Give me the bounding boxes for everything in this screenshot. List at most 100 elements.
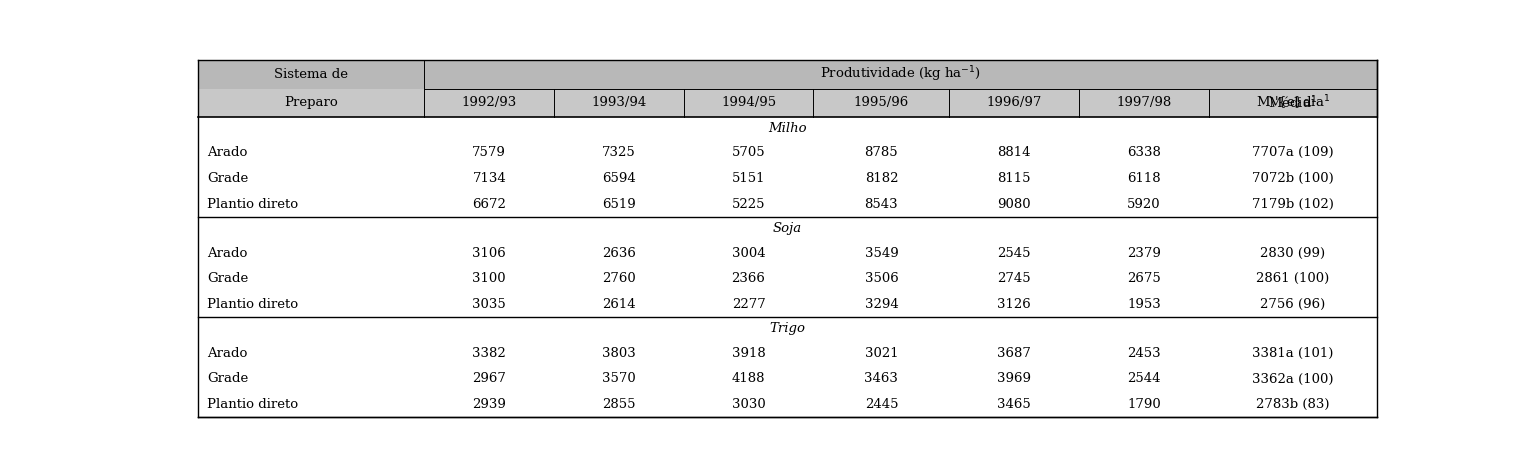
Bar [198,89,425,117]
Text: Sistema de: Sistema de [274,68,348,81]
Text: 7179b (102): 7179b (102) [1252,197,1334,211]
Text: M\'{e}dia$^{1}$: M\'{e}dia$^{1}$ [1256,94,1331,112]
Text: 2830 (99): 2830 (99) [1260,247,1326,260]
Bar [198,292,1377,317]
Text: Arado: Arado [207,247,247,260]
Bar [198,366,1377,392]
Text: 6519: 6519 [602,197,636,211]
Text: 2277: 2277 [731,298,765,311]
Text: 2453: 2453 [1127,347,1160,360]
Text: 3004: 3004 [731,247,765,260]
Text: 3803: 3803 [602,347,636,360]
Text: 3687: 3687 [998,347,1032,360]
Text: 2379: 2379 [1127,247,1160,260]
Text: 7325: 7325 [602,146,636,159]
Text: 3030: 3030 [731,398,765,411]
Text: 7072b (100): 7072b (100) [1252,172,1334,185]
Text: 8182: 8182 [865,172,898,185]
Text: 2675: 2675 [1127,272,1160,285]
Text: Arado: Arado [207,347,247,360]
Text: 1993/94: 1993/94 [592,97,647,109]
Text: 8115: 8115 [998,172,1032,185]
Text: 2760: 2760 [602,272,636,285]
Text: 5920: 5920 [1127,197,1160,211]
Text: 7579: 7579 [472,146,506,159]
Text: 3294: 3294 [865,298,898,311]
Bar [425,60,1377,89]
Bar [198,392,1377,417]
Text: 3021: 3021 [865,347,898,360]
Text: Plantio direto: Plantio direto [207,197,299,211]
Text: 2939: 2939 [472,398,506,411]
Bar [198,60,425,89]
Text: Produtividade (kg ha$^{-1}$): Produtividade (kg ha$^{-1}$) [820,65,981,84]
Bar [1210,89,1377,117]
Text: Milho: Milho [768,122,806,135]
Text: Grade: Grade [207,172,248,185]
Text: 8814: 8814 [998,146,1032,159]
Text: 2745: 2745 [998,272,1032,285]
Text: 1996/97: 1996/97 [987,97,1042,109]
Text: 6672: 6672 [472,197,506,211]
Text: 6118: 6118 [1127,172,1160,185]
Text: 7134: 7134 [472,172,506,185]
Text: 5225: 5225 [731,197,765,211]
Bar [198,217,1377,240]
Text: 2614: 2614 [602,298,636,311]
Bar [814,89,949,117]
Text: 3381a (101): 3381a (101) [1252,347,1334,360]
Text: 2967: 2967 [472,373,506,385]
Bar [198,240,1377,266]
Text: 8785: 8785 [865,146,898,159]
Bar [198,166,1377,191]
Text: 2636: 2636 [602,247,636,260]
Text: 9080: 9080 [998,197,1032,211]
Bar [684,89,814,117]
Text: 5151: 5151 [731,172,765,185]
Text: 3362a (100): 3362a (100) [1252,373,1334,385]
Text: Grade: Grade [207,272,248,285]
Text: 3106: 3106 [472,247,506,260]
Text: 3126: 3126 [998,298,1032,311]
Text: 3549: 3549 [865,247,898,260]
Text: 2366: 2366 [731,272,765,285]
Text: 3570: 3570 [602,373,636,385]
Text: 1994/95: 1994/95 [721,97,776,109]
Bar [198,140,1377,166]
Text: 3100: 3100 [472,272,506,285]
Bar [198,317,1377,341]
Bar [198,117,1377,140]
Text: 2861 (100): 2861 (100) [1257,272,1329,285]
Text: 3969: 3969 [998,373,1032,385]
Text: 3463: 3463 [865,373,898,385]
Bar [425,89,553,117]
Bar [198,341,1377,366]
Text: 1995/96: 1995/96 [854,97,909,109]
Text: Média$^{1}$: Média$^{1}$ [1268,95,1318,111]
Text: 3918: 3918 [731,347,765,360]
Text: 7707a (109): 7707a (109) [1252,146,1334,159]
Text: Preparo: Preparo [284,97,337,109]
Text: 3382: 3382 [472,347,506,360]
Text: 6594: 6594 [602,172,636,185]
Text: 2783b (83): 2783b (83) [1257,398,1329,411]
Bar [949,89,1079,117]
Text: 1992/93: 1992/93 [461,97,517,109]
Text: Plantio direto: Plantio direto [207,398,299,411]
Text: 2756 (96): 2756 (96) [1260,298,1326,311]
Text: 1997/98: 1997/98 [1116,97,1171,109]
Text: 4188: 4188 [731,373,765,385]
Text: 1953: 1953 [1127,298,1160,311]
Text: 1790: 1790 [1127,398,1160,411]
Bar [553,89,684,117]
Text: 6338: 6338 [1127,146,1160,159]
Text: 2855: 2855 [602,398,636,411]
Text: 2544: 2544 [1127,373,1160,385]
Bar [1079,89,1210,117]
Bar [198,266,1377,292]
Text: 8543: 8543 [865,197,898,211]
Text: 5705: 5705 [731,146,765,159]
Text: Grade: Grade [207,373,248,385]
Text: 2545: 2545 [998,247,1032,260]
Text: Arado: Arado [207,146,247,159]
